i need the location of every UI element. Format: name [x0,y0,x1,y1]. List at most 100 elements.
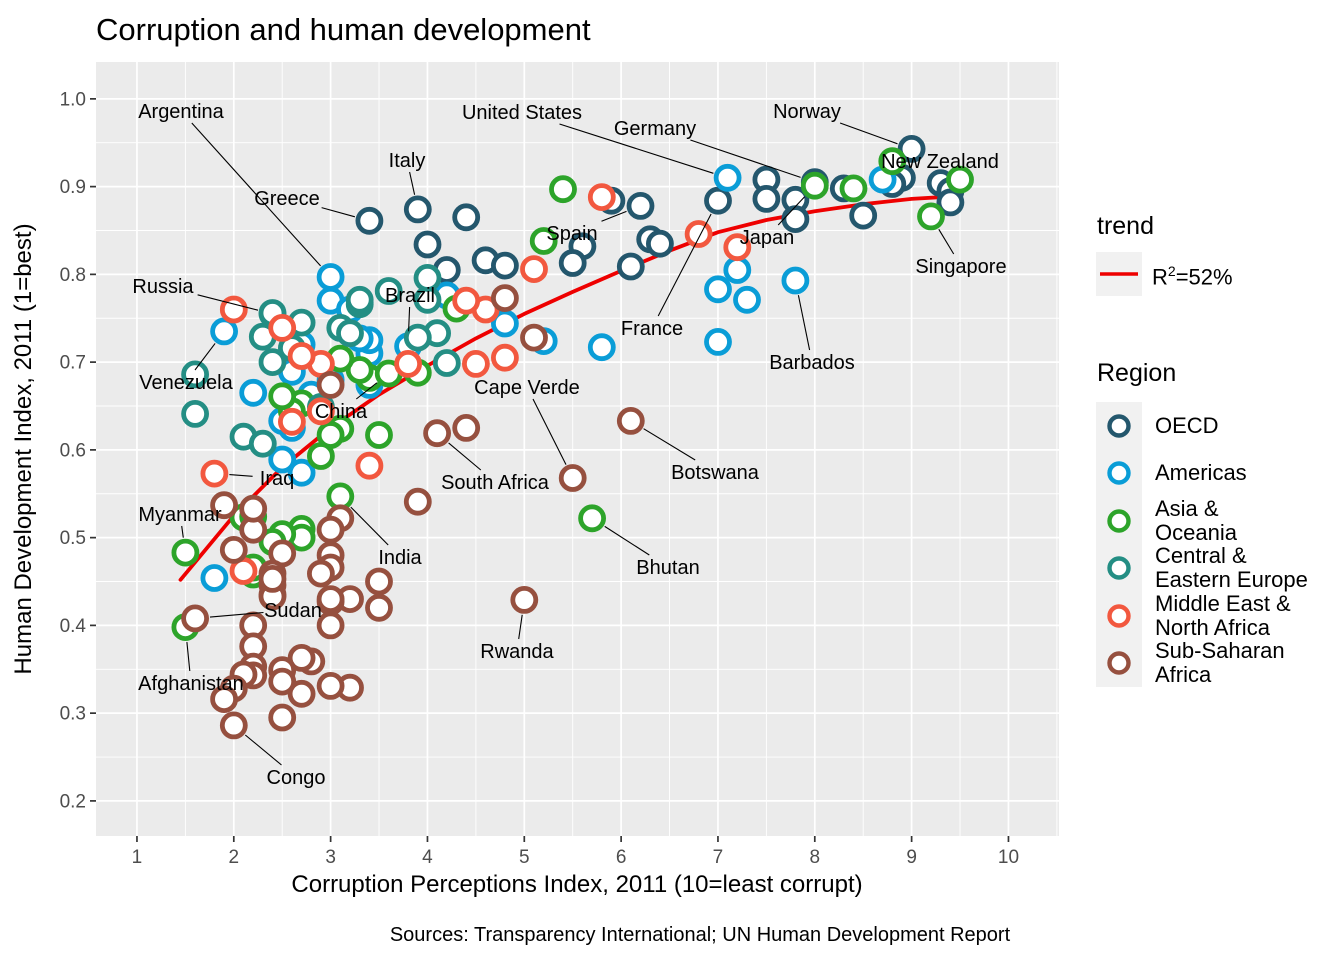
region-legend-items: OECD Americas Asia & Oceania Central & Easter… [1096,402,1344,687]
data-point [181,399,210,428]
region-legend-title: Region [1097,359,1177,387]
data-point [258,565,287,593]
region-swatch-icon [1107,509,1131,533]
legend-key [1096,544,1142,592]
trend-legend-key [1096,252,1142,296]
label-leader-line [244,734,282,766]
data-point [452,413,481,442]
country-label: New Zealand [881,151,999,173]
legend-label: Central & Eastern Europe [1155,543,1308,593]
x-tick-label: 7 [713,847,724,868]
data-point [403,487,432,516]
data-point [336,319,364,348]
x-tick-label: 2 [229,847,240,868]
data-point [316,515,345,544]
label-leader-line [350,506,389,546]
data-point [306,397,335,426]
label-leader-line [191,122,322,267]
y-tick-label: 0.9 [60,177,86,198]
data-point [946,165,974,194]
data-point [897,134,926,163]
data-point [365,421,393,449]
legend-item: Middle East & North Africa [1096,591,1344,640]
legend-item: Americas [1096,449,1344,497]
country-label: Iraq [260,468,294,490]
legend-item: Sub-Saharan Africa [1096,639,1344,687]
y-tick-label: 0.6 [60,440,86,461]
label-leader-line [181,525,184,538]
y-tick-label: 0.4 [60,616,87,637]
data-point [558,464,587,492]
data-point [510,586,539,614]
country-label: Afghanistan [138,673,244,695]
label-leader-line [777,196,806,226]
x-tick-label: 5 [519,847,530,868]
data-point [403,323,432,352]
label-leader-line [194,343,216,371]
country-label: Cape Verde [474,377,580,399]
country-label: Bhutan [636,557,699,579]
region-swatch-icon [1107,461,1131,485]
data-point [626,191,655,220]
data-point [587,333,616,362]
data-point [355,451,384,480]
country-label: Sudan [264,600,322,622]
data-point [704,186,732,215]
label-leader-line [601,210,627,222]
label-leader-line [355,382,378,400]
data-point [704,275,732,304]
data-point [549,175,577,204]
data-point [219,295,248,324]
trend-r2-label: R2=52% [1152,263,1233,290]
data-point [200,564,229,592]
data-point [423,419,452,448]
country-label: Russia [132,276,194,298]
data-point [616,406,645,435]
trend-line-swatch [1100,272,1138,276]
data-point [684,220,713,248]
data-point [181,360,210,389]
data-point [849,201,878,230]
data-point [316,370,345,399]
country-label: Norway [773,101,841,123]
data-point [345,285,374,314]
data-point [403,195,432,224]
data-point [248,429,277,458]
label-leader-line [448,442,482,471]
x-tick-label: 6 [616,847,627,868]
data-point [839,174,868,203]
legend-key [1096,497,1142,545]
data-point [490,251,519,280]
country-label: France [621,318,683,340]
data-point [587,183,616,212]
data-point [287,342,316,370]
data-point [490,309,519,338]
r2-sup: 2 [1167,263,1176,279]
label-leader-line [690,139,801,178]
country-label: Singapore [915,256,1006,278]
country-label: Venezuela [139,372,233,394]
data-point [210,685,239,713]
country-label: Botswana [671,462,760,484]
data-point [529,227,558,255]
data-point [646,229,674,258]
y-tick-label: 0.8 [60,265,86,286]
label-leader-line [604,525,650,556]
region-swatch-icon [1107,604,1131,628]
country-label: India [378,547,422,569]
data-point [287,679,316,708]
x-tick-label: 4 [422,847,433,868]
country-label: Argentina [138,101,224,123]
y-axis-title: Human Development Index, 2011 (1=best) [10,223,37,675]
y-tick-label: 0.5 [60,528,86,549]
data-point [268,667,297,696]
data-point [258,348,287,377]
country-label: Myanmar [138,504,222,526]
label-leader-line [797,295,811,351]
data-point [287,458,316,487]
label-leader-line [229,474,253,477]
country-label: China [315,401,368,423]
country-label: Germany [614,118,696,140]
